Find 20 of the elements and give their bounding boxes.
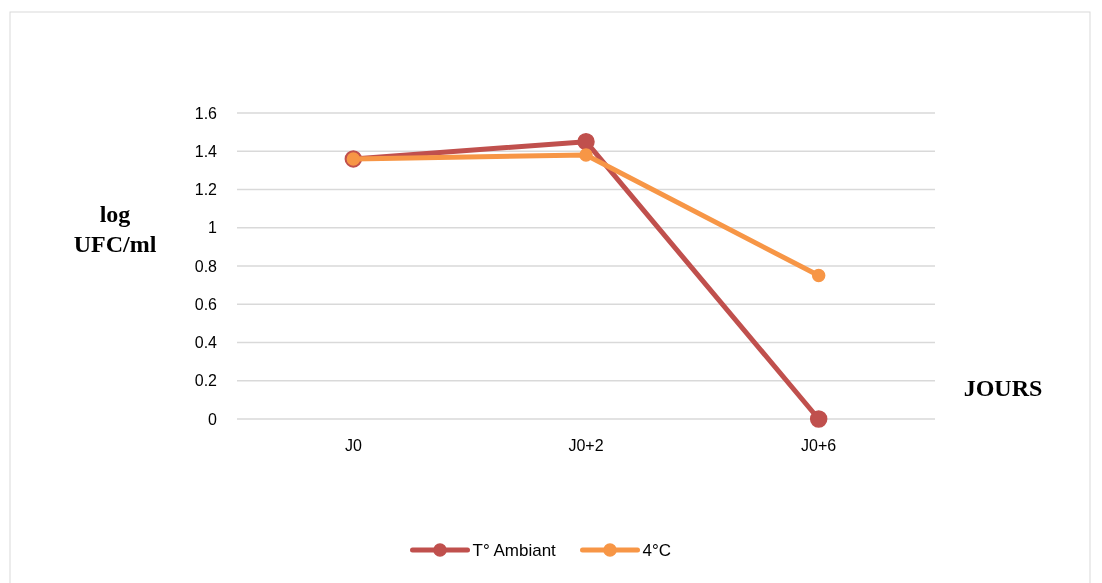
- y-tick-label: 1.2: [194, 181, 218, 199]
- x-axis-title: JOURS: [963, 375, 1043, 401]
- point: [579, 148, 593, 162]
- legend-label: T° Ambiant: [472, 540, 557, 560]
- y-tick-label: 0: [208, 410, 218, 428]
- point: [809, 410, 828, 428]
- x-tick-label: J0+2: [568, 437, 604, 454]
- y-axis-title: log UFC/ml: [73, 201, 157, 257]
- y-tick-label: 1.6: [194, 104, 218, 122]
- point: [577, 132, 595, 151]
- y-tick-label: 1: [208, 219, 218, 237]
- legend-label: 4°C: [642, 540, 672, 560]
- y-tick-label: 0.4: [194, 334, 218, 352]
- y-tick-label: 0.8: [194, 257, 218, 275]
- y-tick-label: 1.4: [194, 142, 218, 160]
- point: [811, 268, 826, 283]
- y-tick-label: 0.2: [194, 372, 218, 390]
- x-tick-label: J0: [344, 437, 362, 454]
- y-tick-label: 0.6: [194, 295, 218, 313]
- x-tick-label: J0+6: [801, 437, 837, 454]
